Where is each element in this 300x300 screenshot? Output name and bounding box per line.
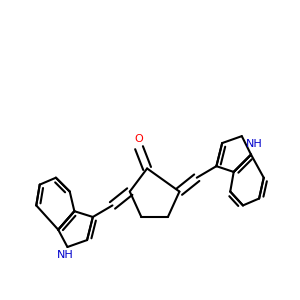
Text: O: O — [135, 134, 143, 144]
Text: NH: NH — [246, 139, 263, 149]
Text: NH: NH — [57, 250, 74, 260]
